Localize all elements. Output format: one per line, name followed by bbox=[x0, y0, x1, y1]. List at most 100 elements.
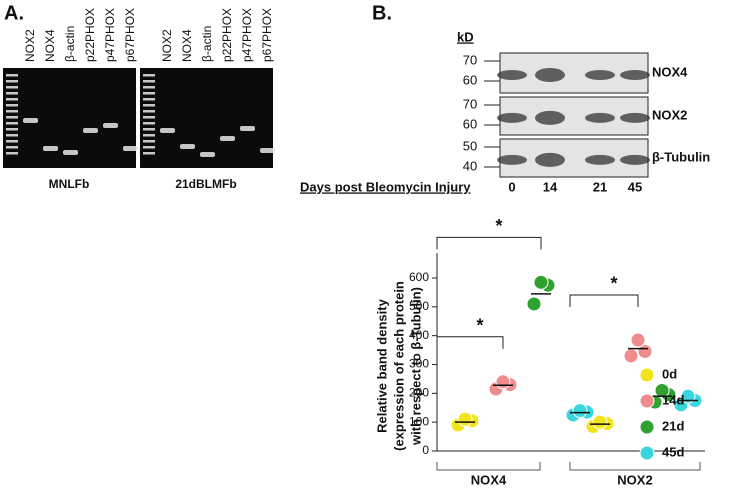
lane-label: p47PHOX bbox=[103, 8, 117, 62]
group-bracket bbox=[569, 462, 701, 471]
data-point bbox=[526, 296, 542, 312]
gel-band bbox=[260, 148, 275, 153]
lane-label: p67PHOX bbox=[260, 8, 274, 62]
ladder-band bbox=[143, 110, 155, 113]
gel-band bbox=[220, 136, 235, 141]
gel-band bbox=[103, 123, 118, 128]
lane-label: p22PHOX bbox=[83, 8, 97, 62]
ladder-band bbox=[143, 134, 155, 137]
blot-band bbox=[620, 70, 650, 80]
ladder-band bbox=[6, 140, 18, 143]
kd-marker: 70 bbox=[463, 52, 477, 67]
blot-band bbox=[497, 154, 527, 165]
gel-band bbox=[63, 150, 78, 155]
gel-band bbox=[180, 144, 195, 149]
kd-marker: 50 bbox=[463, 138, 477, 153]
lane-label: p67PHOX bbox=[123, 8, 137, 62]
significance-bracket bbox=[436, 336, 504, 349]
y-tick-label: 0 bbox=[422, 443, 429, 457]
lane-label: NOX2 bbox=[160, 29, 174, 62]
x-category-label: NOX4 bbox=[471, 472, 507, 487]
ladder-band bbox=[143, 140, 155, 143]
legend-swatch bbox=[639, 393, 655, 409]
data-point bbox=[495, 374, 511, 390]
gel-band bbox=[240, 126, 255, 131]
blot-band bbox=[620, 112, 650, 123]
lane-label: NOX4 bbox=[43, 29, 57, 62]
blot-band bbox=[497, 70, 527, 80]
ladder-band bbox=[6, 146, 18, 149]
lane-label: NOX2 bbox=[23, 29, 37, 62]
legend-swatch bbox=[639, 445, 655, 461]
ladder-band bbox=[143, 92, 155, 95]
lane-label: p47PHOX bbox=[240, 8, 254, 62]
blot-band bbox=[535, 110, 565, 125]
data-point bbox=[592, 414, 608, 430]
day-label: 14 bbox=[543, 179, 558, 194]
gel-caption: 21dBLMFb bbox=[175, 177, 236, 191]
significance-label: * bbox=[495, 216, 502, 236]
gel-band bbox=[23, 118, 38, 123]
day-label: 0 bbox=[508, 179, 515, 194]
kd-marker: 40 bbox=[463, 158, 477, 173]
ladder-band bbox=[143, 86, 155, 89]
blot-band bbox=[585, 70, 615, 80]
ladder-band bbox=[143, 80, 155, 83]
ladder-band bbox=[143, 74, 155, 77]
kd-label: kD bbox=[457, 29, 474, 44]
data-point bbox=[654, 382, 670, 398]
x-category-label: NOX2 bbox=[617, 472, 652, 487]
legend-label: 0d bbox=[662, 366, 677, 381]
y-tick-label: 400 bbox=[409, 328, 429, 342]
data-point bbox=[630, 332, 646, 348]
ladder-band bbox=[6, 128, 18, 131]
day-label: 21 bbox=[593, 179, 607, 194]
ladder-band bbox=[6, 74, 18, 77]
gel-caption: MNLFb bbox=[49, 177, 90, 191]
blot-band bbox=[497, 112, 527, 123]
data-point bbox=[572, 403, 588, 419]
gel bbox=[140, 68, 273, 168]
ladder-band bbox=[143, 104, 155, 107]
protein-label: NOX4 bbox=[652, 64, 688, 79]
y-tick-label: 200 bbox=[409, 386, 429, 400]
ladder-band bbox=[6, 86, 18, 89]
kd-marker: 60 bbox=[463, 72, 477, 87]
gel-band bbox=[160, 128, 175, 133]
y-tick-label: 100 bbox=[409, 414, 429, 428]
blot-band bbox=[535, 152, 565, 167]
ladder-band bbox=[6, 98, 18, 101]
data-point bbox=[680, 388, 696, 404]
legend-label: 45d bbox=[662, 444, 684, 459]
data-point bbox=[457, 411, 473, 427]
legend-swatch bbox=[639, 419, 655, 435]
lane-label: p22PHOX bbox=[220, 8, 234, 62]
data-point bbox=[533, 274, 549, 290]
blot-band bbox=[620, 154, 650, 165]
panel-label: B. bbox=[372, 2, 392, 24]
significance-bracket bbox=[569, 294, 639, 307]
ladder-band bbox=[6, 110, 18, 113]
kd-marker: 70 bbox=[463, 96, 477, 111]
group-bracket bbox=[436, 462, 541, 471]
blot-band bbox=[535, 68, 565, 82]
ladder-band bbox=[6, 134, 18, 137]
day-label: 45 bbox=[628, 179, 642, 194]
gel-band bbox=[43, 146, 58, 151]
ladder-band bbox=[143, 98, 155, 101]
lane-label: β-actin bbox=[63, 26, 77, 62]
gel-band bbox=[83, 128, 98, 133]
x-title: Days post Bleomycin Injury bbox=[300, 179, 471, 194]
panel-label: A. bbox=[4, 2, 24, 24]
significance-bracket bbox=[436, 236, 542, 250]
y-tick-label: 300 bbox=[409, 357, 429, 371]
gel-band bbox=[200, 152, 215, 157]
ladder-band bbox=[6, 104, 18, 107]
ladder-band bbox=[143, 146, 155, 149]
kd-marker: 60 bbox=[463, 116, 477, 131]
y-tick-label: 500 bbox=[409, 299, 429, 313]
protein-label: β-Tubulin bbox=[652, 149, 710, 164]
protein-label: NOX2 bbox=[652, 107, 687, 122]
legend-label: 14d bbox=[662, 392, 684, 407]
